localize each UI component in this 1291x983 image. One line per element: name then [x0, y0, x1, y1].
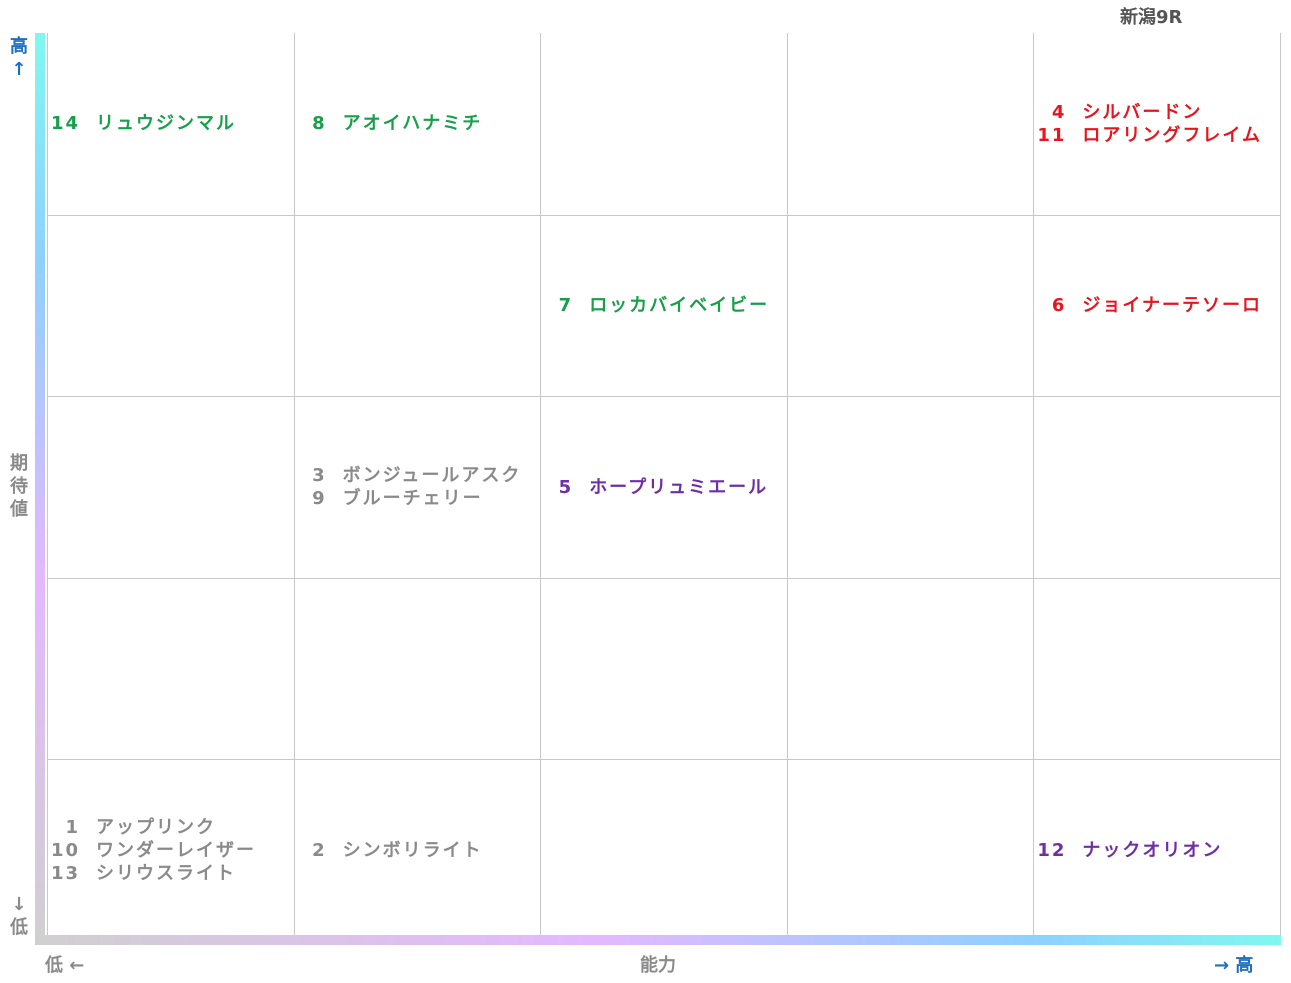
cell: [787, 759, 1035, 941]
horse-entry: 10 ワンダーレイザー: [48, 839, 294, 862]
y-axis-high: 高↑: [10, 36, 28, 80]
horse-entry: 8 アオイハナミチ: [295, 112, 541, 135]
horse-name: アップリンク: [96, 817, 216, 839]
horse-number: 7: [558, 295, 574, 317]
cell: [787, 577, 1035, 760]
cell: 1 アップリンク 10 ワンダーレイザー 13 シリウスライト: [48, 759, 295, 941]
cell: 5 ホープリュミエール: [541, 396, 788, 578]
horse-number: 10: [50, 840, 80, 862]
matrix: 14 リュウジンマル 8 アオイハナミチ 4 シルバードン 11 ロアリングフレイム 7 ロッカバ…: [47, 33, 1281, 941]
horse-number: 4: [1051, 101, 1067, 123]
cell: 14 リュウジンマル: [48, 33, 295, 215]
horse-entry: 3 ボンジュールアスク: [295, 464, 541, 487]
horse-name: ロッカバイベイビー: [589, 295, 770, 317]
cell: [1034, 396, 1281, 578]
horse-entry: 6 ジョイナーテソーロ: [1034, 294, 1280, 317]
horse-entry: 7 ロッカバイベイビー: [541, 294, 787, 317]
horse-entry: 9 ブルーチェリー: [295, 487, 541, 510]
horse-number: 9: [312, 488, 327, 510]
cell: 8 アオイハナミチ: [295, 33, 542, 215]
horse-entry: 4 シルバードン: [1034, 101, 1280, 124]
horse-name: シンボリライト: [342, 840, 483, 862]
horse-number: 12: [1037, 840, 1067, 862]
y-axis-bar: [35, 33, 45, 945]
horse-number: 14: [50, 113, 80, 135]
horse-name: シリウスライト: [96, 863, 236, 885]
title: 新潟9R: [1120, 7, 1183, 28]
horse-number: 6: [1051, 295, 1067, 317]
horse-name: リュウジンマル: [96, 113, 236, 135]
cell: [541, 759, 788, 941]
horse-number: 11: [1037, 124, 1067, 146]
horse-entry: 11 ロアリングフレイム: [1034, 124, 1280, 147]
horse-entry: 1 アップリンク: [48, 816, 294, 839]
cell: 6 ジョイナーテソーロ: [1034, 214, 1281, 397]
horse-name: ロアリングフレイム: [1082, 124, 1263, 146]
horse-entry: 12 ナックオリオン: [1034, 839, 1280, 862]
cell: 7 ロッカバイベイビー: [541, 214, 788, 397]
x-axis-high: → 高: [1214, 955, 1254, 976]
horse-name: ブルーチェリー: [342, 488, 483, 510]
horse-name: ホープリュミエール: [589, 476, 769, 498]
cell: [541, 33, 788, 215]
cell: [294, 577, 542, 760]
y-axis-label: 期待値: [10, 453, 28, 520]
cell: [1034, 577, 1281, 760]
cell: 3 ボンジュールアスク 9 ブルーチェリー: [294, 396, 542, 578]
horse-number: 5: [558, 476, 574, 498]
cell: [541, 577, 788, 760]
horse-entry: 13 シリウスライト: [48, 862, 294, 885]
cell: [48, 577, 295, 760]
horse-name: アオイハナミチ: [342, 113, 483, 135]
horse-number: 1: [65, 817, 80, 839]
cell: 4 シルバードン 11 ロアリングフレイム: [1034, 33, 1281, 215]
horse-number: 2: [312, 840, 327, 862]
cell: [787, 214, 1035, 397]
horse-name: シルバードン: [1082, 101, 1203, 123]
x-axis-label: 能力: [640, 955, 676, 976]
horse-entry: 2 シンボリライト: [295, 839, 541, 862]
cell: [788, 33, 1035, 215]
horse-entry: 14 リュウジンマル: [48, 112, 294, 135]
cell: [48, 214, 295, 397]
horse-number: 13: [50, 863, 80, 885]
x-axis-bar: [35, 935, 1281, 945]
horse-name: ボンジュールアスク: [342, 465, 522, 487]
horse-name: ナックオリオン: [1082, 840, 1223, 862]
cell: [787, 396, 1035, 578]
y-axis-low: ↓低: [10, 894, 28, 938]
horse-number: 8: [312, 113, 327, 135]
cell: 12 ナックオリオン: [1034, 759, 1281, 941]
horse-name: ワンダーレイザー: [96, 840, 256, 862]
horse-number: 3: [312, 465, 327, 487]
x-axis-low: 低 ←: [45, 955, 85, 976]
cell: 2 シンボリライト: [294, 759, 542, 941]
horse-entry: 5 ホープリュミエール: [541, 476, 787, 499]
cell: [48, 396, 295, 578]
cell: [294, 214, 542, 397]
horse-name: ジョイナーテソーロ: [1082, 295, 1263, 317]
